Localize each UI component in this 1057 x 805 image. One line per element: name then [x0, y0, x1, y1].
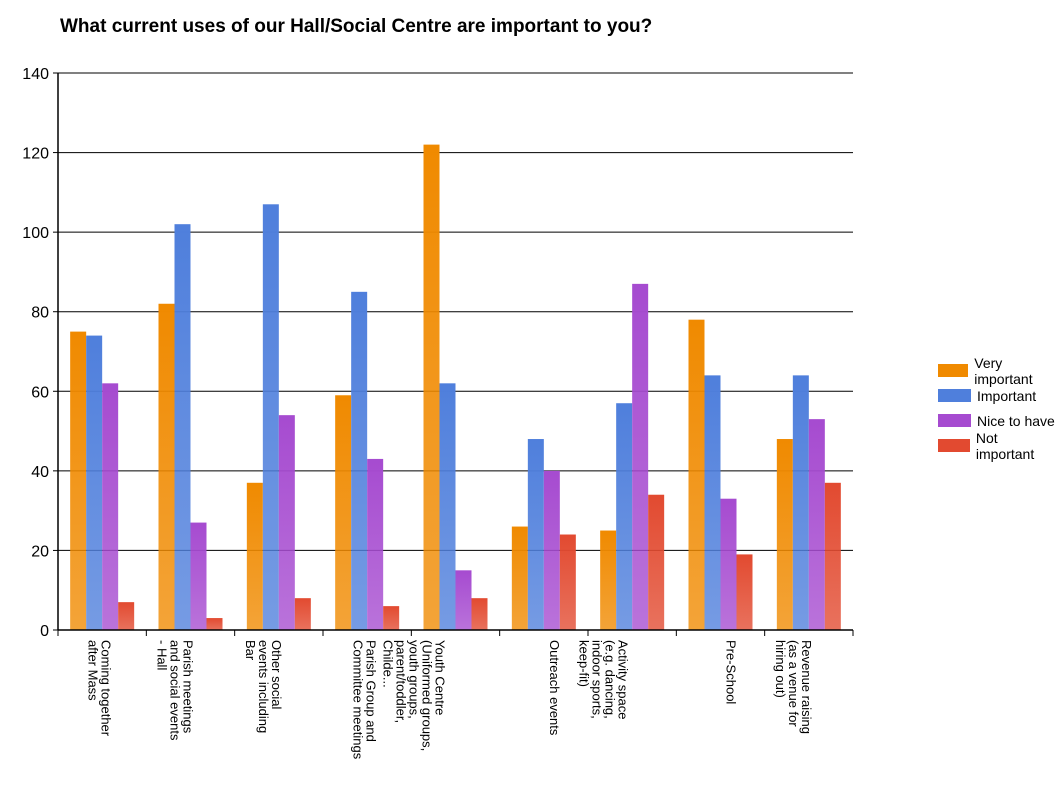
bar-not-important [824, 482, 841, 630]
legend-swatch [938, 439, 970, 452]
bar-very-important [511, 526, 528, 630]
x-tick-label: Revenue raising(as a venue forhiring out… [773, 640, 814, 734]
bar-not-important [559, 534, 576, 630]
bar-not-important [648, 494, 665, 630]
bar-important [86, 335, 103, 630]
y-tick-label: 20 [31, 543, 49, 560]
y-tick-label: 120 [22, 146, 49, 163]
x-tick-labels: Coming togetherafter Mass Parish meetings… [86, 630, 854, 760]
legend-label: Very important [974, 354, 1033, 387]
x-tick-label: Pre-School [724, 640, 739, 704]
legend-item: Important [938, 383, 1057, 408]
y-tick-label: 60 [31, 384, 49, 401]
y-tick-label: 140 [22, 66, 49, 83]
legend-label: Not important [975, 429, 1035, 462]
bar-important [174, 224, 191, 630]
legend-item: Very important [938, 355, 1057, 387]
y-tick-labels: 0 20 40 60 80 100 120 140 [22, 66, 58, 640]
x-tick-label: Parish meetingsand social events- Hall [155, 640, 196, 741]
x-tick-label: Youth Centre(Uniformed groups,youth grou… [381, 640, 448, 751]
bar-nice-to-have [543, 470, 560, 630]
bar-very-important [335, 395, 352, 630]
bar-important [351, 291, 368, 630]
bar-not-important [383, 606, 400, 630]
axes [57, 73, 853, 636]
bar-important [262, 204, 279, 631]
bar-not-important [471, 598, 488, 630]
bar-very-important [158, 303, 175, 630]
bar-nice-to-have [278, 415, 295, 630]
bar-nice-to-have [190, 522, 207, 630]
bar-very-important [246, 482, 263, 630]
y-tick-label: 40 [31, 464, 49, 481]
y-tick-label: 80 [31, 305, 49, 322]
legend-swatch [938, 389, 971, 402]
bar-very-important [600, 530, 617, 630]
y-tick-label: 100 [22, 225, 49, 242]
x-tick-label: Coming togetherafter Mass [86, 640, 114, 737]
legend-label: Important [977, 387, 1037, 404]
bar-very-important [423, 144, 440, 630]
legend-swatch [938, 364, 969, 377]
bars [70, 144, 841, 631]
bar-not-important [206, 618, 223, 630]
legend-label: Nice to have [977, 412, 1055, 429]
legend-item: Not important [938, 430, 1057, 462]
bar-nice-to-have [102, 383, 119, 630]
bar-nice-to-have [720, 498, 737, 630]
bar-important [792, 375, 809, 630]
bar-important [704, 375, 721, 630]
bar-nice-to-have [808, 419, 825, 630]
legend-item: Nice to have [938, 408, 1057, 433]
bar-not-important [118, 602, 135, 630]
x-tick-label: Other socialevents includingBar [243, 640, 284, 733]
x-tick-label: Activity space(e.g. dancing,indoor sport… [577, 640, 631, 719]
bar-nice-to-have [455, 570, 472, 630]
legend: Very important Important Nice to have Not i… [938, 355, 1057, 462]
bar-important [439, 383, 456, 630]
bar-very-important [70, 331, 87, 630]
bar-not-important [294, 598, 311, 630]
x-tick-label: Parish Group andCommittee meetings [351, 640, 379, 760]
bar-nice-to-have [632, 283, 649, 630]
chart-title: What current uses of our Hall/Social Cen… [60, 16, 653, 37]
y-tick-label: 0 [40, 623, 49, 640]
x-tick-label: Outreach events [547, 640, 562, 736]
bar-very-important [776, 439, 793, 630]
bar-not-important [736, 554, 753, 630]
bar-very-important [688, 319, 705, 630]
bar-important [616, 403, 633, 630]
legend-swatch [938, 414, 971, 427]
bar-important [527, 439, 544, 630]
bar-nice-to-have [367, 458, 384, 630]
